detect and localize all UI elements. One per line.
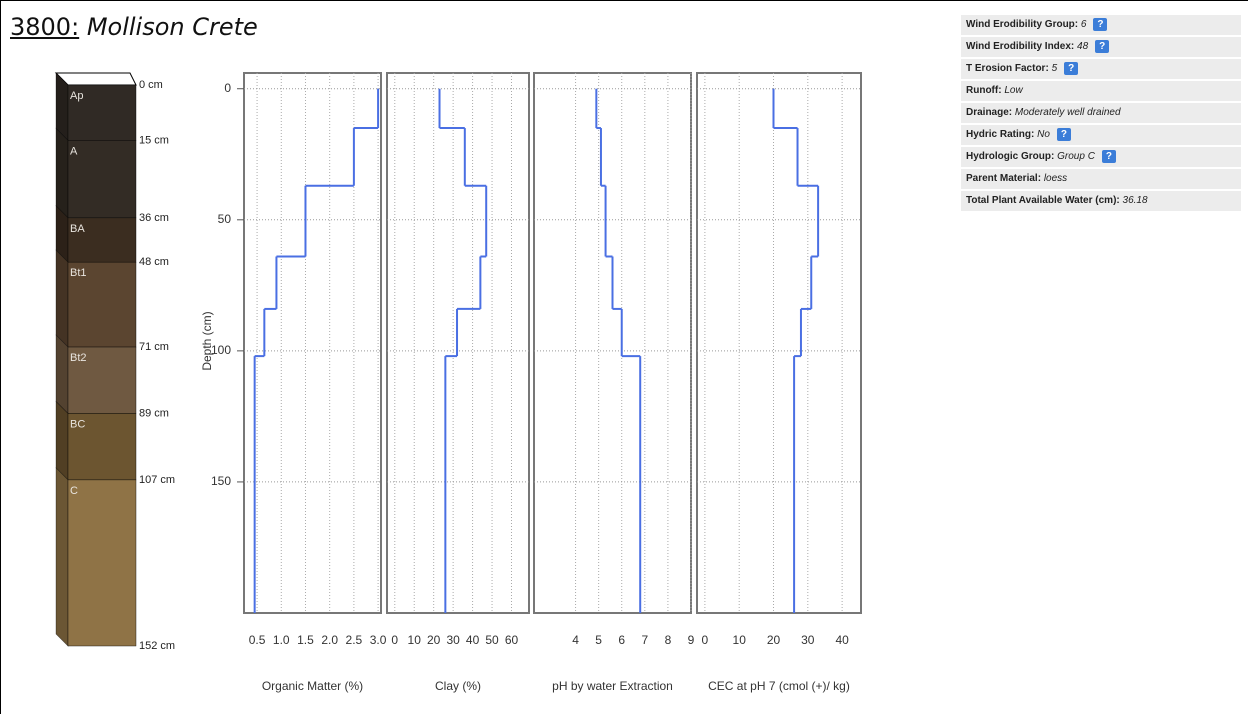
property-row: Runoff: Low (961, 81, 1241, 103)
x-axis-title: pH by water Extraction (552, 679, 673, 693)
depth-label: 15 cm (139, 134, 169, 146)
property-row: Hydric Rating: No? (961, 125, 1241, 147)
horizon (67, 140, 137, 219)
y-tick-label: 150 (211, 474, 231, 488)
property-label: Wind Erodibility Group: (966, 19, 1079, 30)
x-axis-title: Organic Matter (%) (262, 679, 363, 693)
help-button[interactable]: ? (1056, 127, 1071, 141)
property-label: Hydrologic Group: (966, 151, 1055, 162)
property-value: loess (1043, 173, 1068, 184)
map-unit-id[interactable]: 3800: (10, 13, 80, 41)
y-tick-label: 50 (218, 212, 232, 226)
x-tick-label: 60 (505, 633, 519, 647)
y-axis-title: Depth (cm) (200, 311, 214, 370)
property-row: T Erosion Factor: 5? (961, 59, 1241, 81)
x-tick-label: 0.5 (249, 633, 266, 647)
x-tick-label: 5 (595, 633, 602, 647)
x-tick-label: 10 (408, 633, 422, 647)
horizon-label: Bt2 (70, 352, 87, 364)
x-tick-label: 7 (641, 633, 648, 647)
x-tick-label: 40 (835, 633, 849, 647)
x-axis-title: Clay (%) (435, 679, 481, 693)
x-tick-label: 20 (427, 633, 441, 647)
x-tick-label: 1.5 (297, 633, 314, 647)
plot-frame (696, 72, 862, 614)
help-button[interactable]: ? (1093, 17, 1108, 31)
horizon-label: A (70, 145, 78, 157)
property-label: Parent Material: (966, 173, 1042, 184)
x-tick-label: 6 (618, 633, 625, 647)
depth-label: 152 cm (139, 640, 175, 652)
property-label: Runoff: (966, 85, 1002, 96)
horizon (67, 84, 137, 141)
property-row: Drainage: Moderately well drained (961, 103, 1241, 125)
depth-label: 48 cm (139, 256, 169, 268)
x-tick-label: 3.0 (370, 633, 387, 647)
plot-frame (243, 72, 382, 614)
help-button[interactable]: ? (1095, 39, 1110, 53)
x-tick-label: 8 (665, 633, 672, 647)
x-tick-label: 40 (466, 633, 480, 647)
title: 3800: Mollison Crete (10, 13, 258, 41)
x-tick-label: 50 (485, 633, 499, 647)
horizon (67, 479, 137, 647)
x-tick-label: 30 (446, 633, 460, 647)
property-label: Hydric Rating: (966, 129, 1035, 140)
property-label: T Erosion Factor: (966, 63, 1049, 74)
x-tick-label: 0 (702, 633, 709, 647)
properties-table: Wind Erodibility Group: 6? Wind Erodibili… (961, 15, 1241, 213)
column-top (54, 72, 137, 86)
depth-label: 107 cm (139, 474, 175, 486)
property-value: 48 (1077, 41, 1089, 52)
x-tick-label: 2.5 (346, 633, 363, 647)
help-button[interactable]: ? (1101, 149, 1116, 163)
plot-frame (533, 72, 692, 614)
help-button[interactable]: ? (1064, 61, 1079, 75)
depth-label: 89 cm (139, 407, 169, 419)
x-tick-label: 0 (391, 633, 398, 647)
horizon-label: BC (70, 418, 85, 430)
property-row: Parent Material: loess (961, 169, 1241, 191)
depth-label: 36 cm (139, 212, 169, 224)
property-value: 36.18 (1122, 195, 1148, 206)
horizon (67, 413, 137, 481)
property-value: Group C (1057, 151, 1095, 162)
property-value: 5 (1051, 63, 1058, 74)
depth-label: 0 cm (139, 79, 163, 91)
horizon-label: C (70, 485, 78, 497)
property-label: Drainage: (966, 107, 1013, 118)
property-label: Total Plant Available Water (cm): (966, 195, 1120, 206)
property-label: Wind Erodibility Index: (966, 41, 1075, 52)
property-value: Moderately well drained (1014, 107, 1121, 118)
x-tick-label: 1.0 (273, 633, 290, 647)
property-row: Hydrologic Group: Group C? (961, 147, 1241, 169)
column-side-shade (56, 73, 68, 646)
property-value: Low (1004, 85, 1023, 96)
soil-name: Mollison Crete (86, 13, 258, 41)
horizon (67, 346, 137, 414)
horizon-label: Bt1 (70, 267, 87, 279)
horizon (67, 217, 137, 263)
property-row: Total Plant Available Water (cm): 36.18 (961, 191, 1241, 213)
x-axis-title: CEC at pH 7 (cmol (+)/ kg) (708, 679, 850, 693)
x-tick-label: 20 (767, 633, 781, 647)
y-tick-label: 0 (224, 81, 231, 95)
x-tick-label: 2.0 (321, 633, 338, 647)
depth-label: 71 cm (139, 341, 169, 353)
x-tick-label: 9 (688, 633, 695, 647)
property-row: Wind Erodibility Index: 48? (961, 37, 1241, 59)
x-tick-label: 30 (801, 633, 815, 647)
horizon (67, 261, 137, 348)
property-value: 6 (1080, 19, 1087, 30)
property-value: No (1037, 129, 1050, 140)
property-row: Wind Erodibility Group: 6? (961, 15, 1241, 37)
x-tick-label: 10 (733, 633, 747, 647)
horizon-label: BA (70, 223, 85, 235)
y-tick-label: 100 (211, 343, 231, 357)
horizon-label: Ap (70, 90, 83, 102)
x-tick-label: 4 (572, 633, 579, 647)
